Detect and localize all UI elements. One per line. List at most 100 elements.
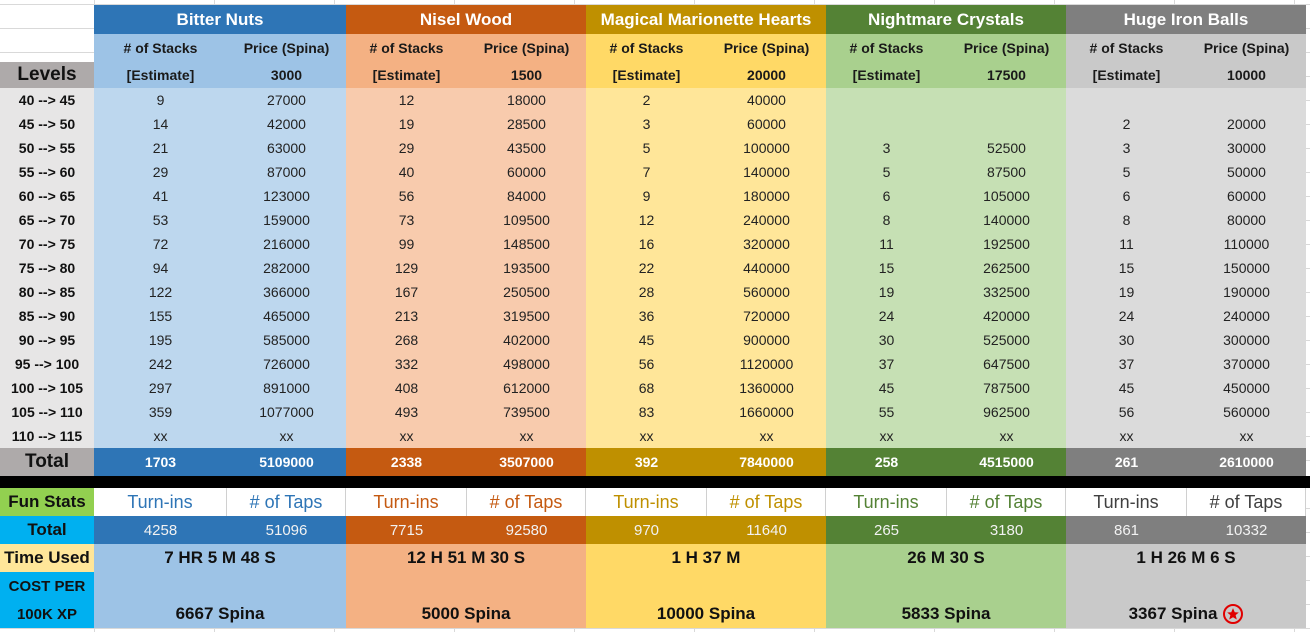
stacks-cell: 56 [638,356,655,372]
price-cell: 40000 [747,92,786,108]
stacks-cell [826,112,947,136]
stacks-cell: 40 [398,164,415,180]
price-cell: 150000 [1223,260,1270,276]
cost-per-100k-wrap: 5833 Spina [826,600,1066,628]
price-cell: 60000 [1227,188,1266,204]
price-cell: 30000 [1227,140,1266,156]
unit-price: 3000 [270,67,303,83]
total-stacks: 258 [874,454,899,470]
price-cell: 80000 [1227,212,1266,228]
stacks-cell: 15 [878,260,895,276]
cost-label-line1: COST PER [8,577,86,595]
total-stacks: 2338 [390,454,423,470]
price-cell: 366000 [263,284,310,300]
stacks-cell: 2 [1122,116,1131,132]
level-range-label: 80 --> 85 [0,280,94,304]
taps-value: 10332 [1225,521,1268,539]
stacks-cell: 6 [1122,188,1131,204]
price-header: Price (Spina) [483,40,570,56]
taps-header: # of Taps [1187,488,1306,516]
fun-total-label: Total [0,516,94,544]
stacks-cell [1066,88,1187,112]
taps-value: 11640 [746,521,787,539]
level-range-label: 85 --> 90 [0,304,94,328]
price-header: Price (Spina) [1203,40,1290,56]
price-cell: 319500 [503,308,550,324]
fun-total-bg [826,516,1066,544]
total-price: 5109000 [259,454,314,470]
price-cell: 216000 [263,236,310,252]
total-row-bg [346,448,586,476]
cost-per-100k-wrap: 10000 Spina [586,600,826,628]
stacks-cell: 5 [1122,164,1131,180]
item-body-bg [826,88,1066,448]
price-cell: 250500 [503,284,550,300]
price-cell: xx [999,428,1014,444]
level-range-label: 50 --> 55 [0,136,94,160]
stacks-cell: 36 [638,308,655,324]
level-range-label: 90 --> 95 [0,328,94,352]
price-cell: 726000 [263,356,310,372]
price-cell: 300000 [1223,332,1270,348]
price-cell: 28500 [507,116,546,132]
item-body-bg [586,88,826,448]
stacks-cell: 9 [156,92,165,108]
level-range-label: 105 --> 110 [0,400,94,424]
total-price: 7840000 [739,454,794,470]
price-cell: 647500 [983,356,1030,372]
level-range-label: 100 --> 105 [0,376,94,400]
price-cell: 240000 [1223,308,1270,324]
turnins-value: 265 [873,521,900,539]
turnins-value: 4258 [143,521,178,539]
price-cell: 100000 [743,140,790,156]
stacks-cell: 12 [398,92,415,108]
stacks-cell: xx [879,428,894,444]
price-cell: 560000 [1223,404,1270,420]
section-divider [0,476,1310,488]
price-cell: 1077000 [259,404,314,420]
stacks-cell: 37 [1118,356,1135,372]
cost-per-100k-value: 5833 Spina [901,604,991,623]
price-header: Price (Spina) [243,40,330,56]
price-cell: 1360000 [739,380,794,396]
price-cell [1187,88,1306,112]
stacks-cell: 155 [148,308,173,324]
price-cell: 612000 [503,380,550,396]
stats-bg [94,544,346,628]
level-range-label: 70 --> 75 [0,232,94,256]
turnins-header: Turn-ins [346,488,467,516]
stacks-cell: 83 [638,404,655,420]
price-cell: 109500 [503,212,550,228]
stacks-cell: 29 [152,164,169,180]
stacks-header: # of Stacks [609,40,684,56]
star-icon [1223,604,1244,624]
stacks-subheader: [Estimate] [852,67,921,83]
price-cell: 282000 [263,260,310,276]
cost-per-100k-value: 3367 Spina [1128,604,1218,623]
turnins-header: Turn-ins [1066,488,1187,516]
total-stacks: 1703 [144,454,177,470]
stacks-cell: 7 [642,164,651,180]
stats-bg [1066,544,1306,628]
stacks-header: # of Stacks [1089,40,1164,56]
stacks-subheader: [Estimate] [126,67,195,83]
unit-price: 10000 [1227,67,1266,83]
total-price: 2610000 [1219,454,1274,470]
item-body-bg [346,88,586,448]
price-cell: 60000 [747,116,786,132]
fun-total-bg [94,516,346,544]
price-cell: 332500 [983,284,1030,300]
price-cell: 87500 [987,164,1026,180]
item-header-bg [346,34,586,88]
turnins-header: Turn-ins [94,488,227,516]
price-cell: 180000 [743,188,790,204]
time-used-value: 26 M 30 S [907,548,985,567]
price-cell: 450000 [1223,380,1270,396]
item-title-huge-iron-balls: Huge Iron Balls [1066,5,1306,34]
total-stacks: 392 [634,454,659,470]
price-cell: 262500 [983,260,1030,276]
stacks-cell: 3 [1122,140,1131,156]
stacks-cell: xx [639,428,654,444]
stacks-cell: xx [399,428,414,444]
price-cell: 240000 [743,212,790,228]
